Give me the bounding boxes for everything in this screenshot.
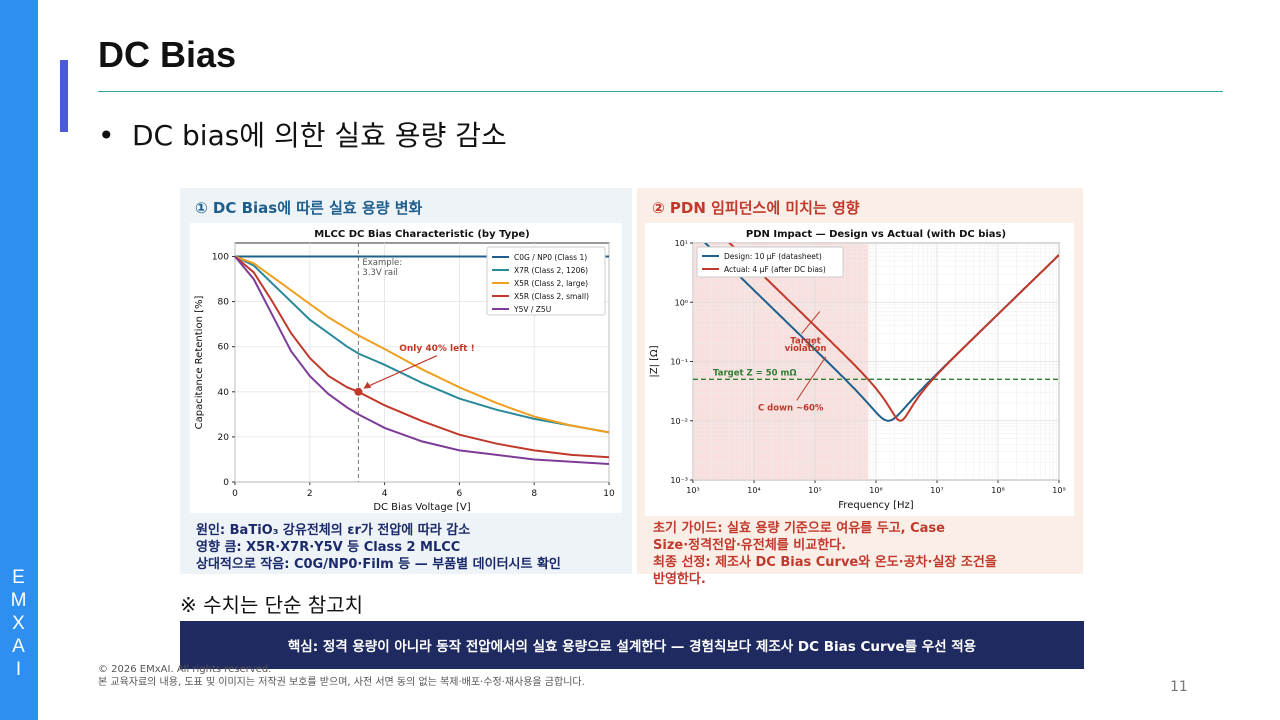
sidebar-brand: E M X A I	[0, 566, 38, 681]
y-tick-label: 10⁰	[675, 298, 688, 307]
right-panel-notes: 초기 가이드: 실효 용량 기준으로 여유를 두고, Case Size·정격전…	[653, 520, 1073, 588]
y-tick-label: 10⁻³	[670, 476, 688, 485]
annotation-violation: Target	[790, 337, 821, 347]
x-tick-label: 10⁹	[1052, 486, 1065, 495]
legend-label: Y5V / Z5U	[513, 305, 551, 314]
annotation-only-40: Only 40% left !	[399, 344, 474, 354]
left-panel-notes: 원인: BaTiO₃ 강유전체의 εr가 전압에 따라 감소 영향 큼: X5R…	[196, 522, 561, 573]
note-line: 영향 큼: X5R·X7R·Y5V 등 Class 2 MLCC	[196, 540, 461, 555]
right-panel: ② PDN 임피던스에 미치는 영향 PDN Impact — Design v…	[637, 188, 1083, 587]
y-tick-label: 80	[218, 298, 230, 308]
brand-letter: A	[12, 636, 26, 657]
annotation-violation: violation	[785, 344, 827, 354]
x-tick-label: 8	[531, 489, 537, 499]
pdn-impedance-chart: PDN Impact — Design vs Actual (with DC b…	[649, 229, 1066, 511]
y-tick-label: 10⁻²	[670, 417, 688, 426]
series-line-5	[234, 255, 610, 465]
title-divider	[98, 91, 1223, 92]
copyright-block: © 2026 EMxAI. All rights reserved. 본 교육자…	[98, 663, 585, 689]
y-tick-label: 40	[218, 388, 230, 398]
legend-label: Design: 10 μF (datasheet)	[724, 252, 822, 261]
right-panel-heading: ② PDN 임피던스에 미치는 영향	[652, 199, 860, 217]
note-line: 최종 선정: 제조사 DC Bias Curve와 온도·공차·실장 조건을	[653, 555, 997, 570]
key-message: 핵심: 정격 용량이 아니라 동작 전압에서의 실효 용량으로 설계한다 — 경…	[287, 639, 977, 655]
target-label: Target Z = 50 mΩ	[713, 368, 797, 378]
note-line: Size·정격전압·유전체를 비교한다.	[653, 538, 847, 553]
arrow-head	[363, 381, 372, 389]
footnote: ※ 수치는 단순 참고치	[180, 593, 364, 617]
x-tick-label: 0	[232, 489, 238, 499]
note-line: 반영한다.	[653, 572, 706, 587]
title-accent-bar	[60, 60, 68, 132]
chart-area: MLCC DC Bias Characteristic (by Type) 0 2 4…	[190, 223, 622, 513]
bullet-point: • DC bias에 의한 실효 용량 감소	[98, 114, 507, 154]
x-tick-label: 10³	[686, 486, 699, 495]
y-tick-label: 20	[218, 433, 230, 443]
y-tick-label: 0	[223, 478, 229, 488]
y-tick-label: 100	[212, 253, 229, 263]
series-line-3	[234, 255, 610, 434]
legend-label: X7R (Class 2, 1206)	[514, 266, 588, 275]
left-panel: ① DC Bias에 따른 실효 용량 변화 MLCC DC Bias Char…	[180, 188, 632, 574]
x-tick-label: 10⁸	[991, 486, 1004, 495]
annotation-c-down: C down ~60%	[758, 403, 824, 413]
chart-title: PDN Impact — Design vs Actual (with DC b…	[746, 229, 1006, 240]
brand-letter: E	[12, 567, 26, 588]
legend-label: X5R (Class 2, large)	[514, 279, 588, 288]
y-axis-label: Capacitance Retention [%]	[194, 296, 205, 430]
chart-area: PDN Impact — Design vs Actual (with DC b…	[645, 223, 1074, 516]
x-tick-label: 10⁶	[869, 486, 882, 495]
note-line: 원인: BaTiO₃ 강유전체의 εr가 전압에 따라 감소	[196, 523, 471, 538]
page-number: 11	[1170, 679, 1188, 695]
note-line: 초기 가이드: 실효 용량 기준으로 여유를 두고, Case	[653, 521, 945, 536]
annotation-example: Example:	[362, 258, 402, 268]
brand-letter: I	[15, 659, 23, 680]
annotation-arrow	[796, 356, 827, 401]
dc-bias-chart: MLCC DC Bias Characteristic (by Type) 0 2 4…	[194, 229, 615, 513]
y-axis-label: |Z| [Ω]	[649, 345, 660, 377]
bullet-dot: •	[98, 119, 115, 152]
x-tick-label: 6	[457, 489, 463, 499]
legend-label: Actual: 4 μF (after DC bias)	[724, 265, 826, 274]
x-tick-label: 10	[603, 489, 615, 499]
highlight-point	[354, 387, 363, 396]
y-tick-label: 10¹	[675, 239, 688, 248]
legend-label: C0G / NP0 (Class 1)	[514, 253, 587, 262]
series-line-2	[234, 255, 610, 434]
legend-box	[486, 246, 606, 316]
x-axis-label: DC Bias Voltage [V]	[373, 502, 470, 513]
x-axis-label: Frequency [Hz]	[838, 500, 914, 511]
bullet-text: DC bias에 의한 실효 용량 감소	[132, 119, 507, 152]
brand-letter: M	[10, 590, 28, 611]
brand-letter: X	[12, 613, 26, 634]
note-line: 상대적으로 작음: C0G/NP0·Film 등 — 부품별 데이터시트 확인	[196, 557, 561, 572]
legend-box	[696, 246, 844, 278]
annotation-arrow	[801, 311, 821, 334]
x-tick-label: 10⁵	[808, 486, 821, 495]
annotation-arrow	[364, 355, 438, 389]
y-tick-label: 10⁻¹	[670, 358, 688, 367]
key-message-box: 핵심: 정격 용량이 아니라 동작 전압에서의 실효 용량으로 설계한다 — 경…	[180, 621, 1084, 669]
copyright-notice: 본 교육자료의 내용, 도표 및 이미지는 저작권 보호를 받으며, 사전 서면…	[98, 677, 585, 688]
copyright-text: © 2026 EMxAI. All rights reserved.	[98, 664, 272, 675]
y-tick-label: 60	[218, 343, 230, 353]
annotation-example: 3.3V rail	[362, 268, 397, 278]
x-tick-label: 10⁷	[930, 486, 943, 495]
legend-label: X5R (Class 2, small)	[514, 292, 589, 301]
sidebar-strip	[0, 0, 38, 720]
x-tick-label: 10⁴	[747, 486, 760, 495]
chart-title: MLCC DC Bias Characteristic (by Type)	[314, 229, 530, 240]
x-tick-label: 4	[382, 489, 388, 499]
x-tick-label: 2	[307, 489, 313, 499]
slide-title: DC Bias	[98, 34, 237, 75]
left-panel-heading: ① DC Bias에 따른 실효 용량 변화	[195, 199, 423, 217]
